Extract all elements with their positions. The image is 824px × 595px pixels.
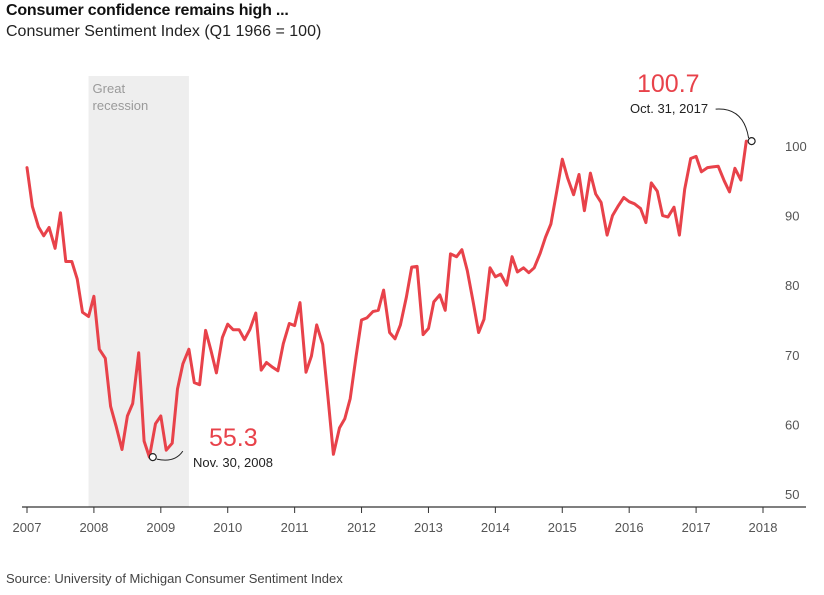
min-point-marker	[148, 453, 157, 462]
x-tick-label: 2009	[146, 520, 175, 535]
x-tick-label: 2016	[615, 520, 644, 535]
x-axis: 2007 2008 2009 2010 2011 2012 2013 2014 2015 2016…	[13, 506, 806, 535]
max-annotation-leader	[715, 108, 750, 139]
recession-band-label-line1: Great	[93, 81, 126, 96]
x-tick-label: 2014	[481, 520, 510, 535]
x-tick-label: 2013	[414, 520, 443, 535]
max-point-marker	[747, 137, 756, 146]
recession-band-label-line2: recession	[93, 98, 149, 113]
min-annotation-value: 55.3	[209, 424, 258, 452]
x-tick-label: 2015	[548, 520, 577, 535]
y-tick-label: 60	[785, 417, 799, 432]
max-annotation-value: 100.7	[637, 70, 700, 98]
x-tick-label: 2012	[347, 520, 376, 535]
annotations: 55.3 Nov. 30, 2008 100.7 Oct. 31, 2017	[148, 70, 756, 470]
y-tick-label: 80	[785, 278, 799, 293]
y-tick-label: 90	[785, 209, 799, 224]
max-annotation-date: Oct. 31, 2017	[630, 101, 708, 116]
x-tick-label: 2018	[749, 520, 778, 535]
sentiment-series-line	[25, 139, 748, 459]
y-tick-label: 50	[785, 487, 799, 502]
y-axis: 50 60 70 80 90 100	[785, 139, 807, 502]
min-annotation-date: Nov. 30, 2008	[193, 455, 273, 470]
recession-band	[88, 76, 189, 507]
y-tick-label: 70	[785, 348, 799, 363]
x-tick-label: 2007	[13, 520, 42, 535]
source-note: Source: University of Michigan Consumer …	[6, 571, 343, 586]
min-annotation-leader	[156, 450, 184, 461]
chart-subtitle: Consumer Sentiment Index (Q1 1966 = 100)	[6, 23, 322, 40]
x-tick-label: 2011	[281, 520, 309, 535]
x-tick-label: 2008	[79, 520, 108, 535]
x-tick-label: 2010	[213, 520, 242, 535]
chart-title: Consumer confidence remains high ...	[6, 2, 289, 19]
x-tick-label: 2017	[682, 520, 711, 535]
y-tick-label: 100	[785, 139, 807, 154]
